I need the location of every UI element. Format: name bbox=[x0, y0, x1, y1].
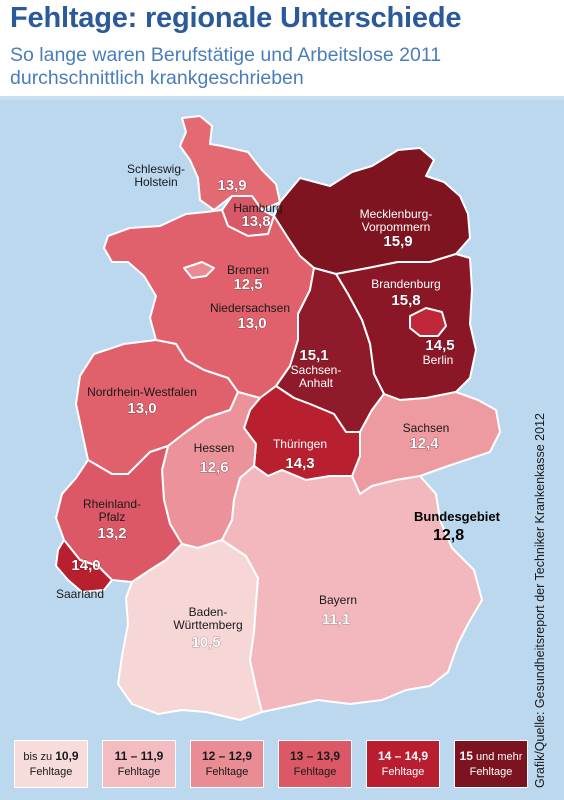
state-schleswig-holstein[interactable] bbox=[179, 115, 281, 211]
state-name-bb: Brandenburg bbox=[371, 277, 440, 291]
legend-item-2: 12 – 12,9 Fehltage bbox=[190, 740, 264, 788]
legend-unit: Fehltage bbox=[29, 766, 73, 778]
state-name-be: Berlin bbox=[423, 353, 454, 367]
legend-item-1: 11 – 11,9 Fehltage bbox=[102, 740, 176, 788]
state-value-ni: 13,0 bbox=[237, 315, 266, 332]
legend-item-4: 14 – 14,9 Fehltage bbox=[366, 740, 440, 788]
state-value-by: 11,1 bbox=[322, 611, 350, 628]
state-name-th: Thüringen bbox=[273, 437, 327, 451]
header-divider bbox=[0, 96, 564, 100]
national-value: 12,8 bbox=[433, 527, 465, 544]
state-value-sh: 13,9 bbox=[217, 177, 246, 194]
state-bremen[interactable] bbox=[183, 261, 215, 279]
header: Fehltage: regionale Unterschiede So lang… bbox=[0, 0, 564, 100]
state-value-he: 12,6 bbox=[199, 459, 228, 476]
legend-unit: Fehltage bbox=[293, 766, 337, 778]
legend-item-5: 15 und mehr Fehltage bbox=[454, 740, 528, 788]
legend-range: 14 – 14,9 bbox=[377, 749, 429, 763]
state-berlin[interactable] bbox=[409, 307, 447, 337]
state-value-bw: 10,5 bbox=[191, 634, 220, 651]
state-value-hh: 13,8 bbox=[241, 213, 270, 230]
legend: bis zu 10,9 Fehltage 11 – 11,9 Fehltage 12… bbox=[14, 740, 530, 792]
national-label: Bundesgebiet bbox=[414, 509, 500, 524]
state-value-sl: 14,0 bbox=[71, 557, 100, 574]
state-name-ni: Niedersachsen bbox=[210, 301, 290, 315]
state-value-rp: 13,2 bbox=[97, 525, 126, 542]
source-credit: Grafik/Quelle: Gesundheitsreport der Tec… bbox=[533, 413, 547, 788]
state-name-sl: Saarland bbox=[56, 587, 104, 601]
state-value-be: 14,5 bbox=[425, 337, 454, 354]
state-name-sn: Sachsen bbox=[403, 421, 450, 435]
page-title: Fehltage: regionale Unterschiede bbox=[10, 2, 462, 34]
state-value-mv: 15,9 bbox=[383, 233, 412, 250]
state-bayern[interactable] bbox=[221, 465, 483, 713]
legend-unit: Fehltage bbox=[469, 766, 513, 778]
legend-item-3: 13 – 13,9 Fehltage bbox=[278, 740, 352, 788]
state-name-hb: Bremen bbox=[227, 263, 269, 277]
legend-unit: Fehltage bbox=[381, 766, 425, 778]
subtitle-line-1: So lange waren Berufstätige und Arbeitsl… bbox=[10, 44, 442, 66]
state-name-hh: Hamburg bbox=[233, 201, 282, 215]
state-value-st: 15,1 bbox=[299, 347, 328, 364]
legend-range: bis zu 10,9 bbox=[23, 749, 79, 763]
state-saarland[interactable] bbox=[55, 539, 113, 593]
state-value-hb: 12,5 bbox=[233, 276, 262, 293]
legend-unit: Fehltage bbox=[117, 766, 161, 778]
legend-range: 13 – 13,9 bbox=[289, 749, 341, 763]
state-name-sh: Schleswig-Holstein bbox=[127, 162, 185, 189]
state-value-bb: 15,8 bbox=[391, 292, 420, 309]
subtitle-line-2: durchschnittlich krankgeschrieben bbox=[10, 67, 304, 89]
state-name-rp: Rheinland-Pfalz bbox=[83, 497, 141, 524]
state-value-th: 14,3 bbox=[285, 455, 314, 472]
state-name-st: Sachsen-Anhalt bbox=[291, 363, 342, 390]
legend-item-0: bis zu 10,9 Fehltage bbox=[14, 740, 88, 788]
state-name-by: Bayern bbox=[319, 593, 357, 607]
legend-unit: Fehltage bbox=[205, 766, 249, 778]
state-name-mv: Mecklenburg-Vorpommern bbox=[360, 207, 433, 234]
legend-range: 12 – 12,9 bbox=[201, 749, 253, 763]
state-value-nw: 13,0 bbox=[127, 400, 156, 417]
state-value-sn: 12,4 bbox=[409, 435, 439, 452]
state-name-nw: Nordrhein-Westfalen bbox=[87, 385, 197, 399]
state-name-he: Hessen bbox=[194, 441, 235, 455]
legend-range: 15 und mehr bbox=[459, 749, 523, 763]
legend-range: 11 – 11,9 bbox=[114, 749, 164, 763]
state-name-bw: Baden-Württemberg bbox=[173, 605, 242, 632]
